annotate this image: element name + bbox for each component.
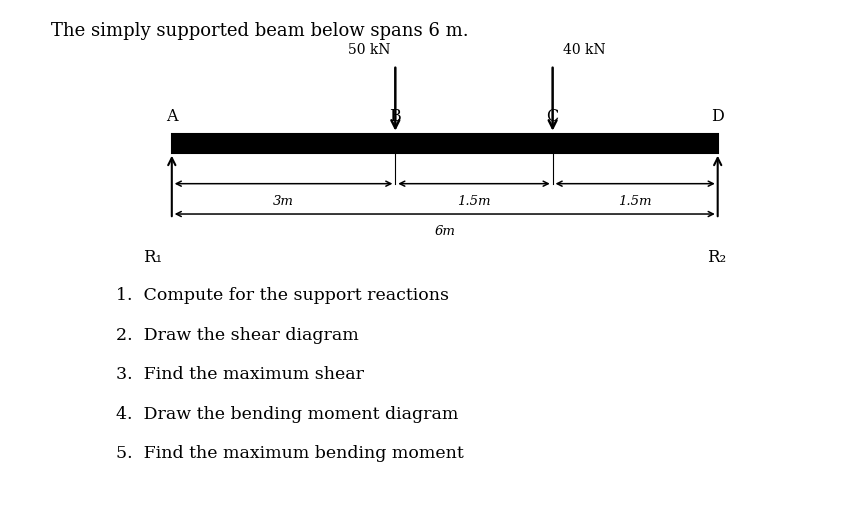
Bar	[172, 134, 718, 153]
Text: 40 kN: 40 kN	[563, 43, 606, 57]
Text: 1.  Compute for the support reactions: 1. Compute for the support reactions	[116, 287, 449, 304]
Text: A: A	[166, 107, 178, 124]
Text: R₂: R₂	[707, 249, 727, 266]
Text: 3m: 3m	[273, 195, 294, 208]
Text: 3.  Find the maximum shear: 3. Find the maximum shear	[116, 366, 364, 383]
Text: B: B	[390, 107, 401, 124]
Text: R₁: R₁	[143, 249, 162, 266]
Text: 50 kN: 50 kN	[348, 43, 391, 57]
Text: The simply supported beam below spans 6 m.: The simply supported beam below spans 6 …	[51, 22, 469, 40]
Text: 4.  Draw the bending moment diagram: 4. Draw the bending moment diagram	[116, 406, 458, 423]
Text: C: C	[547, 107, 559, 124]
Text: 1.5m: 1.5m	[618, 195, 652, 208]
Text: 6m: 6m	[434, 225, 455, 238]
Text: 1.5m: 1.5m	[457, 195, 490, 208]
Text: D: D	[711, 107, 724, 124]
Text: 5.  Find the maximum bending moment: 5. Find the maximum bending moment	[116, 445, 464, 462]
Text: 2.  Draw the shear diagram: 2. Draw the shear diagram	[116, 327, 358, 344]
